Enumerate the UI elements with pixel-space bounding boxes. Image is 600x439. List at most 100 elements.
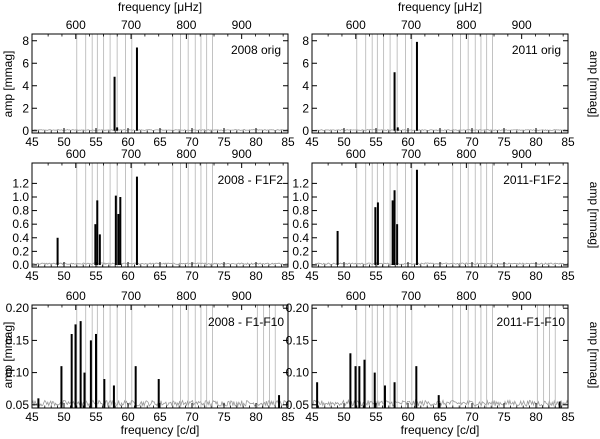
x-tick-label: 45 (305, 269, 319, 283)
top-tick-label: 900 (232, 289, 252, 303)
x-tick-label: 75 (497, 410, 511, 424)
y-tick-label: 0.15 (6, 333, 30, 347)
top-tick-label: 600 (346, 289, 366, 303)
panel-title: 2011-F1-F10 (497, 315, 566, 329)
x-tick-label: 45 (25, 135, 39, 149)
x-tick-label: 50 (337, 410, 351, 424)
y-tick-label: 0.8 (292, 204, 309, 218)
x-tick-label: 85 (281, 410, 295, 424)
x-tick-label: 45 (25, 269, 39, 283)
y-tick-label: 0.0 (292, 258, 309, 272)
panel-title: 2008 - F1F2 (218, 173, 284, 187)
x-tick-label: 45 (305, 410, 319, 424)
y-tick-label: 0.8 (12, 204, 29, 218)
y-tick-label: 6 (302, 56, 309, 70)
y-tick-label: 0.6 (12, 217, 29, 231)
y-axis-label: amp [mmag] (1, 51, 15, 118)
panel-title: 2011 orig (512, 43, 561, 57)
x-tick-label: 60 (401, 135, 415, 149)
y-tick-label: 0 (22, 124, 29, 138)
x-tick-label: 55 (369, 135, 383, 149)
x-tick-label: 80 (249, 269, 263, 283)
x-tick-label: 75 (217, 410, 231, 424)
x-tick-label: 70 (465, 269, 479, 283)
top-tick-label: 900 (512, 18, 532, 32)
x-tick-label: 80 (249, 135, 263, 149)
x-tick-label: 70 (185, 269, 199, 283)
x-tick-label: 65 (153, 410, 167, 424)
y-tick-label: 1.2 (292, 176, 309, 190)
x-tick-label: 70 (465, 410, 479, 424)
top-tick-label: 800 (456, 18, 476, 32)
x-tick-label: 85 (561, 410, 575, 424)
y-tick-label: 1.0 (12, 190, 29, 204)
top-tick-label: 600 (66, 147, 86, 161)
top-tick-label: 700 (401, 289, 421, 303)
x-tick-label: 55 (369, 269, 383, 283)
y-tick-label: 2 (22, 101, 29, 115)
y-tick-label: 0.6 (292, 217, 309, 231)
x-tick-label: 65 (433, 269, 447, 283)
x-tick-label: 65 (433, 410, 447, 424)
y-tick-label: 6 (22, 56, 29, 70)
x-tick-label: 45 (305, 135, 319, 149)
bottom-axis-label: frequency [c/d] (121, 423, 200, 437)
top-tick-label: 900 (232, 147, 252, 161)
x-tick-label: 60 (121, 269, 135, 283)
x-tick-label: 85 (561, 135, 575, 149)
top-tick-label: 900 (512, 147, 532, 161)
y-tick-label: 0.4 (12, 231, 29, 245)
y-tick-label: 0.20 (6, 301, 30, 315)
x-tick-label: 75 (497, 269, 511, 283)
x-tick-label: 50 (337, 135, 351, 149)
y-tick-label: 0.0 (12, 258, 29, 272)
top-tick-label: 600 (66, 289, 86, 303)
x-tick-label: 55 (89, 410, 103, 424)
top-tick-label: 700 (121, 18, 141, 32)
y-tick-label: 0.2 (12, 244, 29, 258)
y-tick-label: 4 (22, 79, 29, 93)
top-tick-label: 600 (66, 18, 86, 32)
x-tick-label: 60 (401, 410, 415, 424)
y-axis-label: amp [mmag] (587, 322, 600, 389)
y-tick-label: 0.05 (6, 398, 30, 412)
x-tick-label: 85 (281, 135, 295, 149)
y-tick-label: 1.2 (12, 176, 29, 190)
x-tick-label: 85 (561, 269, 575, 283)
x-tick-label: 50 (57, 410, 71, 424)
x-tick-label: 85 (281, 269, 295, 283)
x-tick-label: 75 (217, 135, 231, 149)
y-tick-label: 1.0 (292, 190, 309, 204)
top-tick-label: 600 (346, 147, 366, 161)
top-tick-label: 800 (176, 18, 196, 32)
top-tick-label: 600 (346, 18, 366, 32)
x-tick-label: 75 (497, 135, 511, 149)
x-tick-label: 60 (401, 269, 415, 283)
y-tick-label: 4 (302, 79, 309, 93)
y-tick-label: 8 (302, 34, 309, 48)
top-tick-label: 800 (456, 289, 476, 303)
top-tick-label: 700 (121, 147, 141, 161)
x-tick-label: 45 (25, 410, 39, 424)
panel-title: 2011-F1F2 (503, 173, 561, 187)
panel-title: 2008 orig (231, 43, 281, 57)
top-tick-label: 900 (232, 18, 252, 32)
y-tick-label: 0.20 (286, 301, 310, 315)
y-tick-label: 2 (302, 101, 309, 115)
x-tick-label: 50 (337, 269, 351, 283)
panel-2011-f1-f10: 45 50 55 60 65 70 75 80 85 600 700 800 900 0.05 0.10 0.… (286, 289, 600, 437)
panel-2011-orig: 45 50 55 60 65 70 75 80 85 600 700 800 900 0 2 4 6 8 2011… (302, 0, 600, 149)
x-tick-label: 60 (121, 410, 135, 424)
x-tick-label: 80 (249, 410, 263, 424)
y-tick-label: 8 (22, 34, 29, 48)
x-tick-label: 70 (185, 135, 199, 149)
x-tick-label: 65 (153, 269, 167, 283)
panel-2008-f1-f10: 45 50 55 60 65 70 75 80 85 600 700 800 900 0.05 0.10 0.… (1, 289, 295, 437)
x-tick-label: 75 (217, 269, 231, 283)
top-tick-label: 900 (512, 289, 532, 303)
y-tick-label: 0.4 (292, 231, 309, 245)
x-tick-label: 80 (529, 135, 543, 149)
